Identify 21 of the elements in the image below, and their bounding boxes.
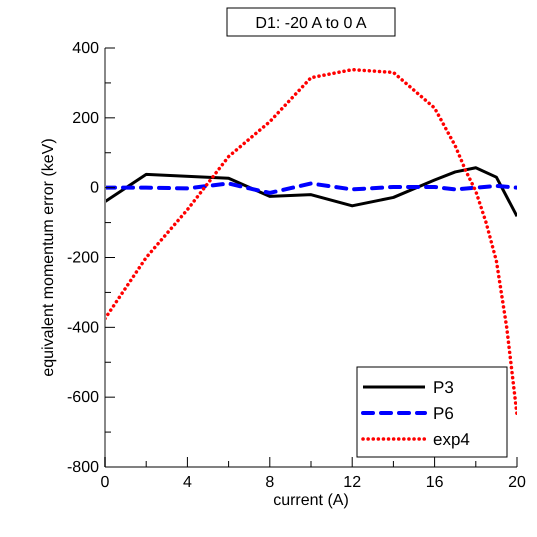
x-tick-label: 20	[508, 474, 526, 491]
y-tick-label: -600	[66, 389, 100, 406]
line-series	[105, 181, 517, 195]
legend-label: exp4	[433, 430, 470, 449]
y-tick-label: 0	[90, 180, 100, 197]
chart-title: D1: -20 A to 0 A	[255, 15, 367, 32]
x-tick-label: 0	[100, 474, 110, 491]
y-tick-label: -800	[66, 459, 100, 476]
y-tick-label: 200	[72, 110, 100, 127]
x-tick-label: 16	[426, 474, 444, 491]
y-axis-title: equivalent momentum error (keV)	[40, 138, 57, 377]
x-tick-label: 4	[182, 474, 192, 491]
legend-label: P6	[433, 404, 454, 423]
x-tick-label: 12	[343, 474, 362, 491]
x-tick-label: 8	[265, 474, 274, 491]
legend-label: P3	[433, 378, 454, 397]
y-tick-label: -200	[66, 250, 100, 266]
line-series	[105, 166, 517, 218]
x-axis-title: current (A)	[273, 492, 349, 509]
y-tick-label: 400	[72, 40, 100, 57]
y-tick-label: -400	[66, 319, 100, 336]
